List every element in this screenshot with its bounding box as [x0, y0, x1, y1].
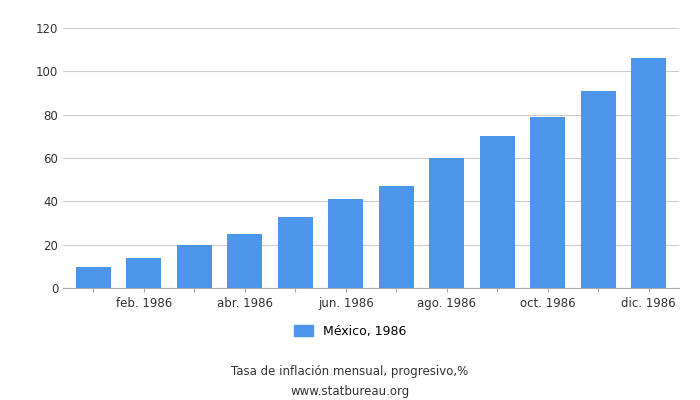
Bar	[176, 245, 212, 288]
Bar	[126, 258, 162, 288]
Bar	[429, 158, 464, 288]
Bar	[480, 136, 515, 288]
Legend: México, 1986: México, 1986	[294, 325, 406, 338]
Bar	[227, 234, 262, 288]
Bar	[379, 186, 414, 288]
Bar	[328, 199, 363, 288]
Text: www.statbureau.org: www.statbureau.org	[290, 386, 410, 398]
Bar	[530, 117, 566, 288]
Bar	[76, 268, 111, 288]
Bar	[580, 91, 616, 288]
Bar	[631, 58, 666, 288]
Bar	[278, 216, 313, 288]
Text: Tasa de inflación mensual, progresivo,%: Tasa de inflación mensual, progresivo,%	[232, 366, 468, 378]
